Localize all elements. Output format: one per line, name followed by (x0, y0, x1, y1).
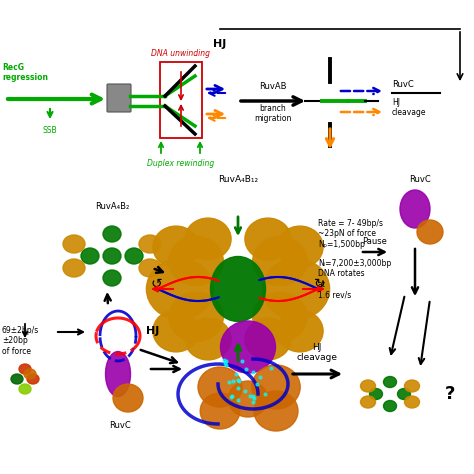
Ellipse shape (27, 374, 39, 384)
FancyBboxPatch shape (107, 84, 131, 112)
Ellipse shape (169, 292, 223, 342)
Ellipse shape (81, 248, 99, 264)
Text: RuvC: RuvC (392, 80, 414, 89)
Ellipse shape (125, 248, 143, 264)
Ellipse shape (254, 391, 298, 431)
Ellipse shape (210, 256, 265, 321)
Ellipse shape (139, 259, 161, 277)
Ellipse shape (228, 381, 268, 417)
Text: RecG
regression: RecG regression (2, 63, 48, 82)
Text: DNA unwinding: DNA unwinding (152, 49, 210, 58)
Text: HJ
cleavage: HJ cleavage (297, 343, 337, 362)
Text: RuvA₄B₁₂: RuvA₄B₁₂ (218, 175, 258, 184)
Text: Rate = 7- 49bp/s
~23pN of force
Nₚ=1,500bp: Rate = 7- 49bp/s ~23pN of force Nₚ=1,500… (318, 219, 383, 249)
Ellipse shape (19, 384, 31, 394)
Ellipse shape (370, 389, 383, 400)
Ellipse shape (383, 376, 396, 388)
Ellipse shape (361, 380, 375, 392)
Text: ↻: ↻ (314, 277, 326, 291)
Text: SSB: SSB (43, 126, 57, 135)
Ellipse shape (383, 401, 396, 411)
Ellipse shape (398, 389, 410, 400)
Text: RuvC: RuvC (409, 175, 431, 184)
Text: HJ: HJ (146, 326, 159, 336)
Ellipse shape (24, 369, 36, 379)
Text: Pause: Pause (363, 237, 387, 246)
Ellipse shape (252, 365, 300, 409)
Ellipse shape (169, 237, 223, 286)
Ellipse shape (277, 226, 323, 268)
Text: Duplex rewinding: Duplex rewinding (147, 159, 215, 168)
Text: HJ
cleavage: HJ cleavage (392, 98, 427, 118)
Ellipse shape (253, 237, 307, 286)
Ellipse shape (103, 226, 121, 242)
Ellipse shape (263, 259, 329, 319)
Ellipse shape (253, 292, 307, 342)
Ellipse shape (245, 318, 291, 360)
Ellipse shape (400, 190, 430, 228)
Ellipse shape (417, 220, 443, 244)
Ellipse shape (245, 218, 291, 260)
Text: RuvAB: RuvAB (259, 82, 287, 91)
Ellipse shape (63, 235, 85, 253)
Ellipse shape (277, 310, 323, 352)
Text: RuvA₄B₂: RuvA₄B₂ (95, 202, 129, 211)
Ellipse shape (153, 226, 199, 268)
Text: Nᵢ=7,200±3,000bp
DNA rotates
at
1.6 rev/s: Nᵢ=7,200±3,000bp DNA rotates at 1.6 rev/… (318, 259, 391, 299)
Text: RuvC: RuvC (109, 421, 131, 430)
Ellipse shape (106, 352, 130, 396)
Ellipse shape (200, 393, 240, 429)
Ellipse shape (404, 396, 419, 408)
Ellipse shape (103, 248, 121, 264)
Ellipse shape (103, 270, 121, 286)
Ellipse shape (185, 318, 231, 360)
Ellipse shape (19, 364, 31, 374)
Ellipse shape (146, 259, 214, 319)
Ellipse shape (63, 259, 85, 277)
Ellipse shape (139, 235, 161, 253)
Ellipse shape (153, 310, 199, 352)
Text: ?: ? (445, 385, 455, 403)
Ellipse shape (11, 374, 23, 384)
Ellipse shape (220, 321, 275, 373)
Ellipse shape (185, 218, 231, 260)
Ellipse shape (198, 367, 242, 407)
Text: 69±2bp/s
±20bp
of force: 69±2bp/s ±20bp of force (2, 326, 39, 356)
Text: ↺: ↺ (150, 277, 162, 291)
Text: branch
migration: branch migration (255, 104, 292, 123)
Text: HJ: HJ (213, 39, 227, 49)
Ellipse shape (404, 380, 419, 392)
Ellipse shape (361, 396, 375, 408)
Ellipse shape (113, 384, 143, 412)
